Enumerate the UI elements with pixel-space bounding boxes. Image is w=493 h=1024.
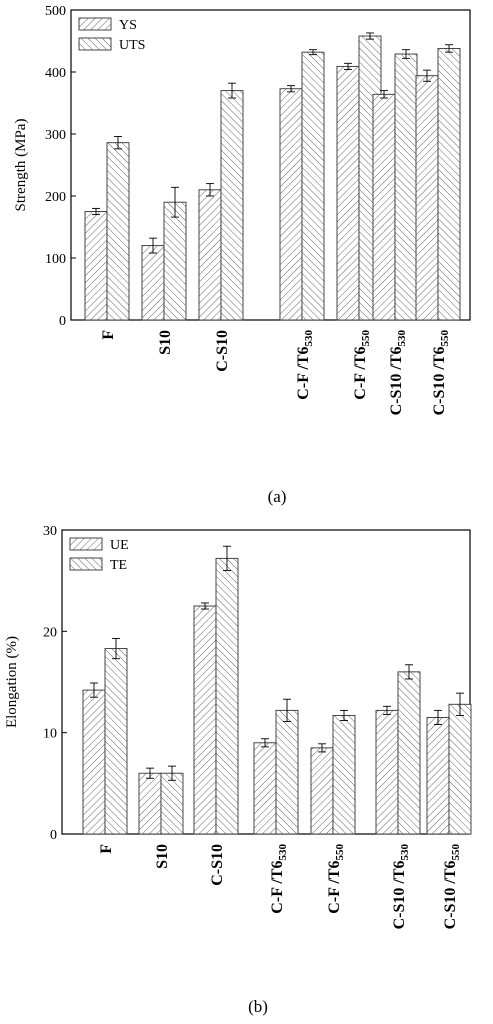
x-tick-label-main: S10 [154, 844, 171, 869]
x-tick-label: S10 [157, 330, 174, 355]
x-tick-label-main: C-S10 /T6 [391, 861, 408, 930]
x-tick-label-main: F [100, 330, 117, 340]
legend-swatch-ue [69, 537, 103, 551]
x-tick-label: C-S10 /T6530 [388, 330, 408, 416]
x-tick-label-subscript: 550 [334, 844, 346, 861]
bar-te [215, 557, 239, 835]
y-tick-label: 10 [43, 727, 57, 742]
bar-ue [193, 605, 217, 835]
bar-ys [84, 211, 108, 321]
x-tick-label: C-S10 [209, 844, 226, 886]
y-tick-label: 20 [43, 625, 57, 640]
x-tick-label-main: C-S10 [214, 330, 231, 372]
bar-ue [138, 772, 162, 835]
x-tick-label: C-F /T6550 [352, 330, 372, 400]
x-tick-label-subscript: 530 [277, 844, 289, 861]
bar-ue [310, 747, 334, 835]
y-tick-label: 30 [43, 524, 57, 539]
y-axis-label: Elongation (%) [4, 636, 20, 728]
x-tick-label-main: S10 [157, 330, 174, 355]
bar-ue [253, 742, 277, 835]
y-tick-label: 400 [45, 66, 66, 81]
x-tick-label: S10 [154, 844, 171, 869]
legend-label-ys: YS [119, 18, 137, 33]
bar-ue [375, 709, 399, 835]
x-tick-label-subscript: 550 [439, 330, 451, 347]
x-tick-label: F [98, 844, 115, 854]
x-tick-label: C-F /T6550 [326, 844, 346, 914]
x-tick-label: C-F /T6530 [269, 844, 289, 914]
panel-caption-b: (b) [248, 997, 268, 1016]
x-tick-label: C-S10 [214, 330, 231, 372]
x-tick-label: C-S10 /T6550 [442, 844, 462, 930]
bar-te [397, 671, 421, 835]
x-tick-label: C-F /T6530 [295, 330, 315, 400]
x-tick-label-main: C-F /T6 [269, 861, 286, 914]
bar-uts [394, 53, 418, 321]
x-tick-label-main: C-S10 /T6 [442, 861, 459, 930]
bar-uts [437, 47, 461, 321]
y-tick-label: 200 [45, 190, 66, 205]
x-tick-label: F [100, 330, 117, 340]
bar-uts [220, 90, 244, 321]
y-axis-label: Strength (MPa) [13, 119, 29, 212]
x-tick-label: C-S10 /T6530 [391, 844, 411, 930]
x-tick-label-main: F [98, 844, 115, 854]
legend-swatch-ys [78, 17, 112, 31]
legend-swatch-uts [78, 37, 112, 51]
x-tick-label: C-S10 /T6550 [431, 330, 451, 416]
strength-chart: 0 100 200 300 400 500 Strength (MPa) F S10 C-S10 C… [13, 4, 471, 416]
x-tick-label-subscript: 550 [360, 330, 372, 347]
bar-te [448, 703, 472, 835]
y-tick-label: 100 [45, 252, 66, 267]
y-tick-label: 500 [45, 4, 66, 19]
plot-frame [70, 9, 471, 321]
panel-caption-a: (a) [268, 487, 287, 506]
x-tick-label-main: C-F /T6 [295, 347, 312, 400]
x-tick-label-main: C-S10 [209, 844, 226, 886]
bar-ys [415, 75, 439, 321]
x-tick-label-main: C-S10 /T6 [431, 347, 448, 416]
x-tick-label-subscript: 530 [303, 330, 315, 347]
legend-swatch-te [69, 557, 103, 571]
y-tick-label: 0 [50, 828, 57, 843]
bar-ys [336, 65, 360, 321]
x-tick-label-subscript: 530 [396, 330, 408, 347]
bar-te [332, 714, 356, 835]
bar-ue [82, 689, 106, 835]
x-tick-label-subscript: 550 [450, 844, 462, 861]
legend-label-uts: UTS [119, 38, 145, 53]
bar-uts [301, 51, 325, 321]
bar-ue [426, 717, 450, 835]
bar-ys [198, 189, 222, 321]
y-tick-label: 300 [45, 128, 66, 143]
bar-ys [141, 245, 165, 321]
bar-te [275, 709, 299, 835]
x-tick-label-main: C-F /T6 [352, 347, 369, 400]
x-tick-label-main: C-S10 /T6 [388, 347, 405, 416]
bar-ys [279, 88, 303, 321]
legend-label-te: TE [110, 558, 127, 573]
x-tick-label-main: C-F /T6 [326, 861, 343, 914]
x-tick-label-subscript: 530 [399, 844, 411, 861]
bar-uts [163, 201, 187, 321]
bar-te [160, 772, 184, 835]
y-tick-label: 0 [59, 314, 66, 329]
bar-ys [372, 93, 396, 321]
legend-label-ue: UE [110, 538, 129, 553]
bar-te [104, 648, 128, 835]
bar-uts [106, 142, 130, 321]
